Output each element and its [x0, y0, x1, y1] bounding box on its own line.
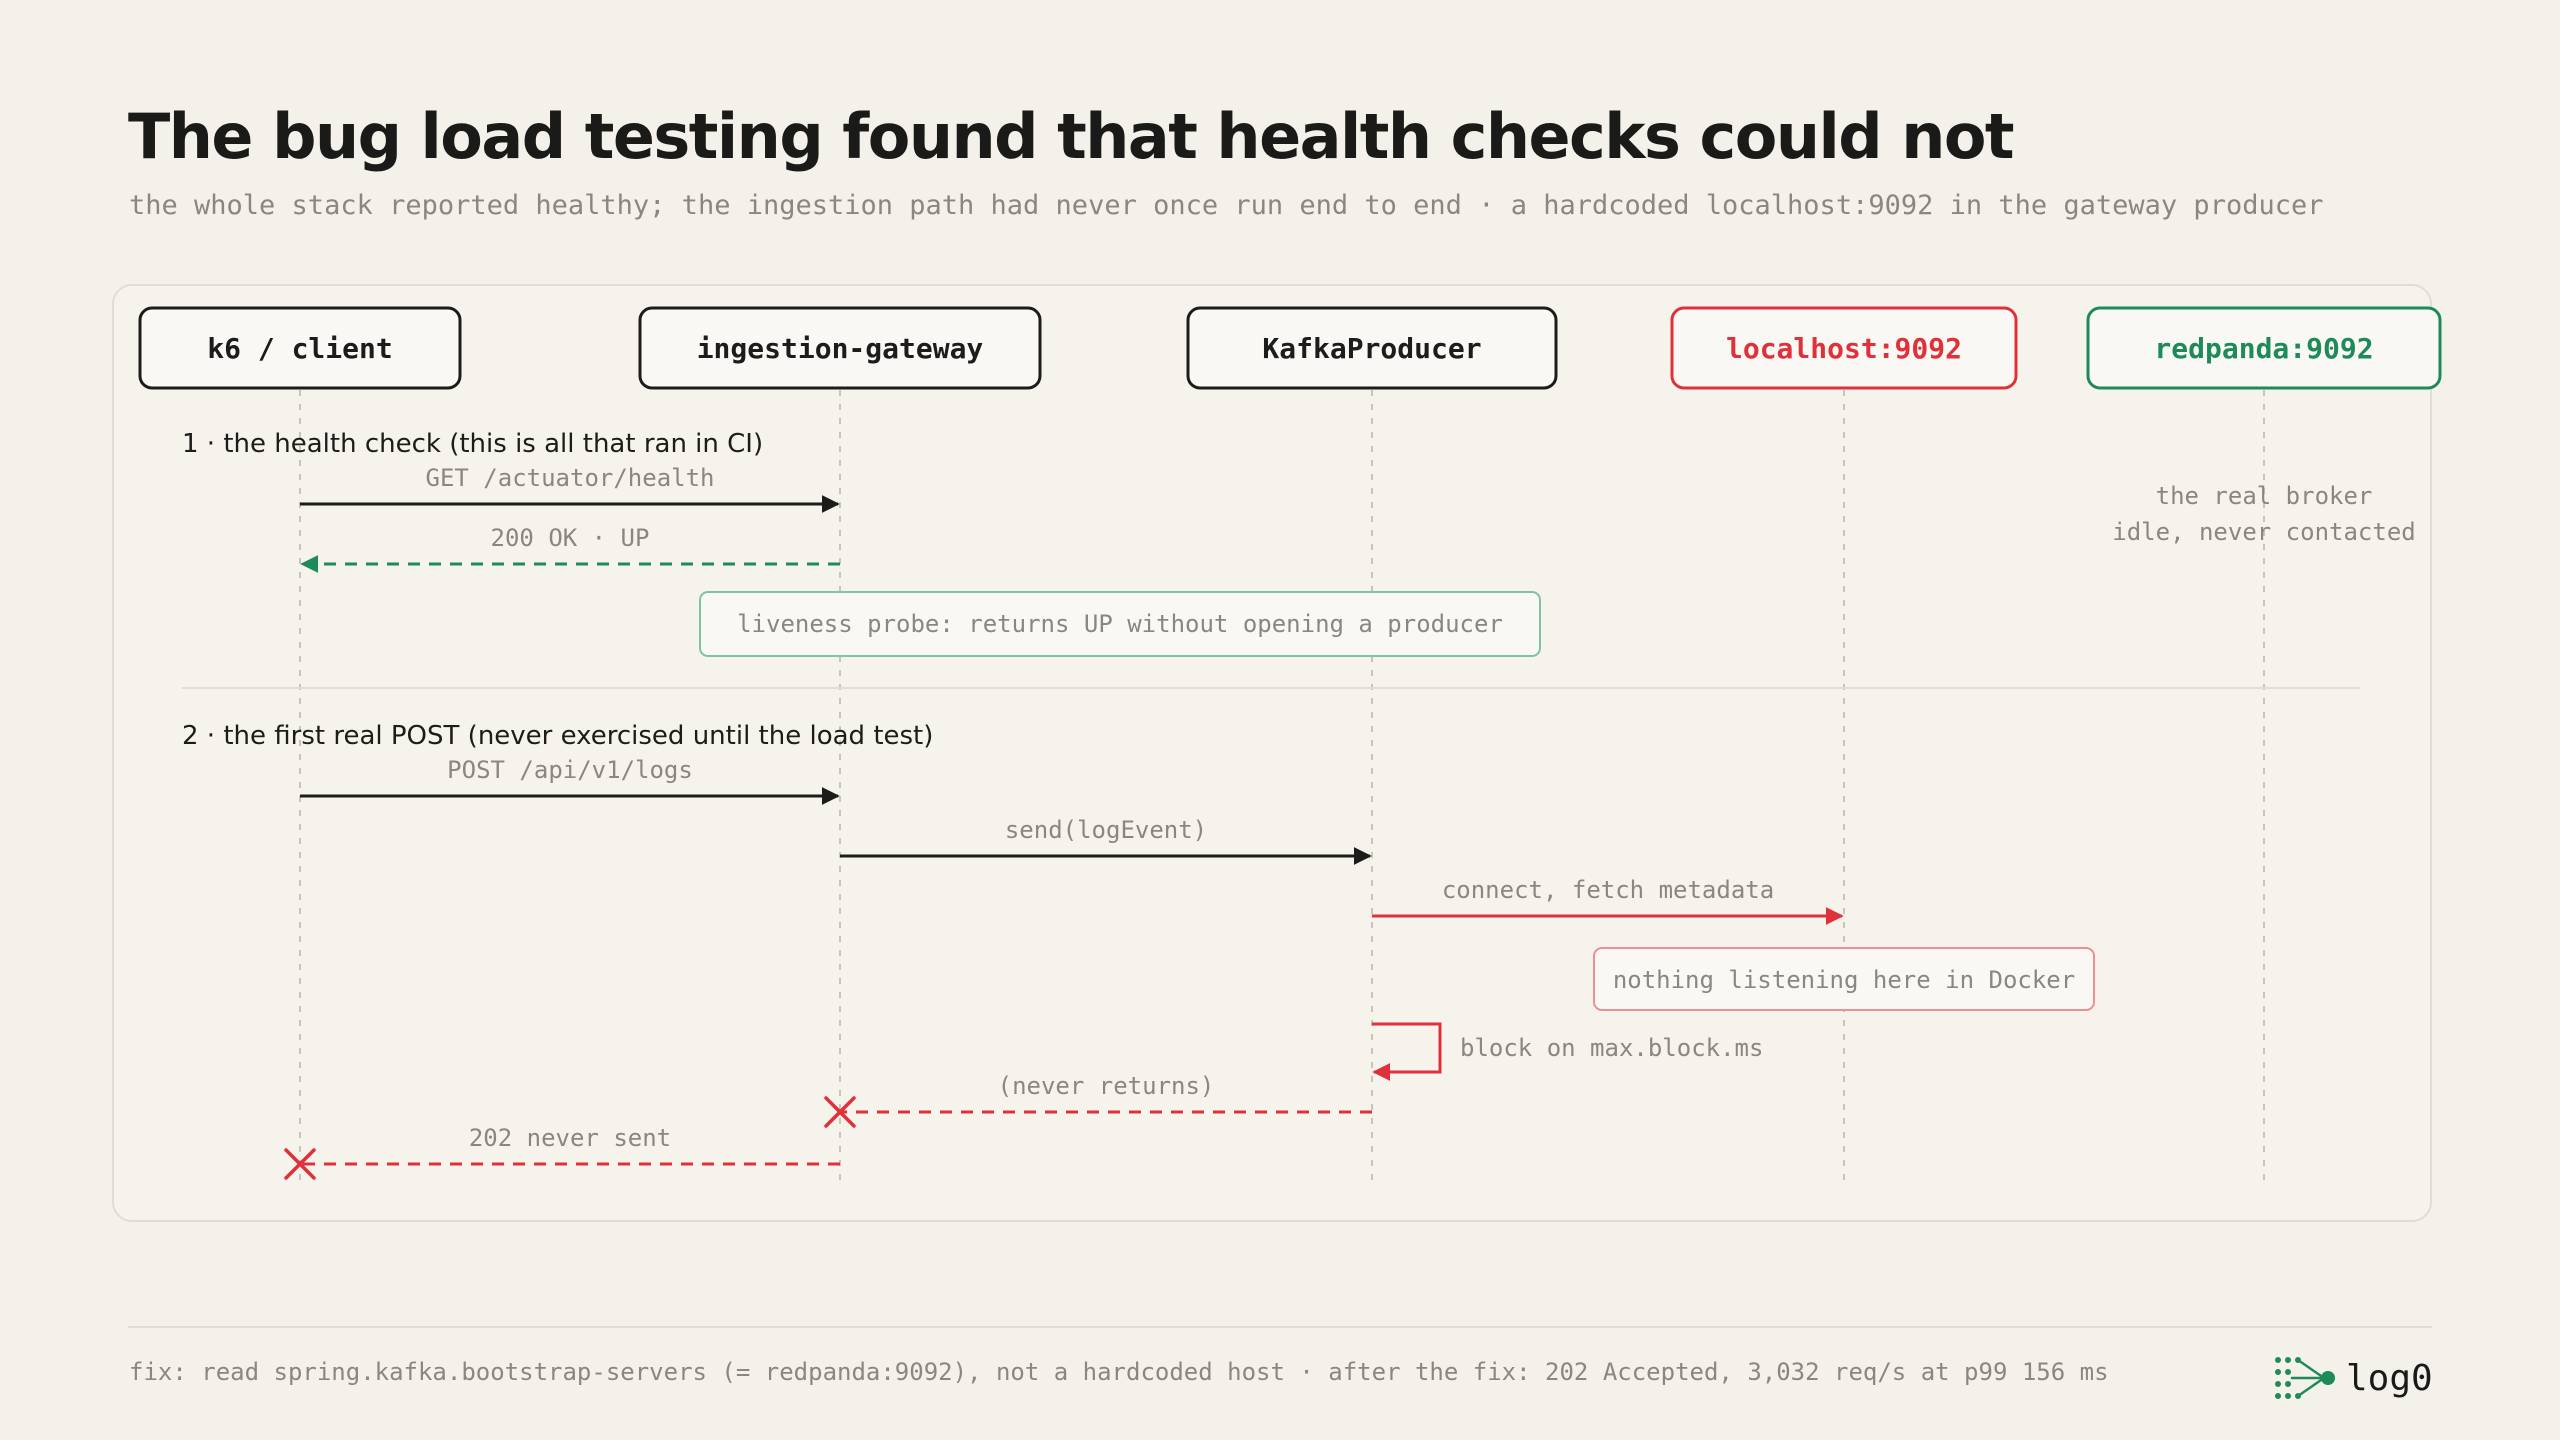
- brand-logo: log0: [2272, 1350, 2442, 1410]
- participant-producer: KafkaProducer: [1186, 306, 1558, 390]
- note-real-broker: the real broker idle, never contacted: [2112, 482, 2415, 546]
- page-subtitle: the whole stack reported healthy; the in…: [129, 190, 2324, 221]
- section-label-first-post: 2 · the first real POST (never exercised…: [182, 721, 933, 751]
- message-label: (never returns): [998, 1072, 1215, 1100]
- message-label: 200 OK · UP: [491, 524, 650, 552]
- participant-client: k6 / client: [138, 306, 462, 390]
- failure-cross-client-icon: [284, 1148, 316, 1180]
- message-label: GET /actuator/health: [426, 464, 715, 492]
- message-label: 202 never sent: [469, 1124, 671, 1152]
- participant-gateway: ingestion-gateway: [638, 306, 1042, 390]
- participant-label: redpanda:9092: [2154, 332, 2373, 365]
- note-nothing-listening: nothing listening here in Docker: [1593, 947, 2095, 1011]
- participant-label: ingestion-gateway: [697, 332, 984, 365]
- note-text: liveness probe: returns UP without openi…: [737, 610, 1503, 638]
- participant-redpanda: redpanda:9092: [2086, 306, 2442, 390]
- sequence-diagram-panel: [112, 284, 2432, 1222]
- message-label: connect, fetch metadata: [1442, 876, 1774, 904]
- page-title: The bug load testing found that health c…: [128, 100, 2015, 173]
- note-text: nothing listening here in Docker: [1613, 966, 2075, 994]
- failure-cross-gateway-icon: [824, 1096, 856, 1128]
- message-label: send(logEvent): [1005, 816, 1207, 844]
- footer-divider: [128, 1326, 2432, 1328]
- footer-note: fix: read spring.kafka.bootstrap-servers…: [129, 1358, 2109, 1386]
- message-label: block on max.block.ms: [1460, 1034, 1763, 1062]
- participant-localhost: localhost:9092: [1670, 306, 2018, 390]
- note-text: the real broker: [2156, 482, 2373, 510]
- note-text: idle, never contacted: [2112, 518, 2415, 546]
- message-label: POST /api/v1/logs: [447, 756, 693, 784]
- network-dots-icon: [2275, 1357, 2335, 1399]
- participant-label: KafkaProducer: [1262, 332, 1481, 365]
- participant-label: k6 / client: [207, 332, 392, 365]
- participant-label: localhost:9092: [1726, 332, 1962, 365]
- self-call-block: [1372, 1022, 1442, 1081]
- note-liveness-probe: liveness probe: returns UP without openi…: [699, 591, 1541, 657]
- brand-name: log0: [2346, 1358, 2433, 1399]
- section-label-health-check: 1 · the health check (this is all that r…: [182, 429, 763, 459]
